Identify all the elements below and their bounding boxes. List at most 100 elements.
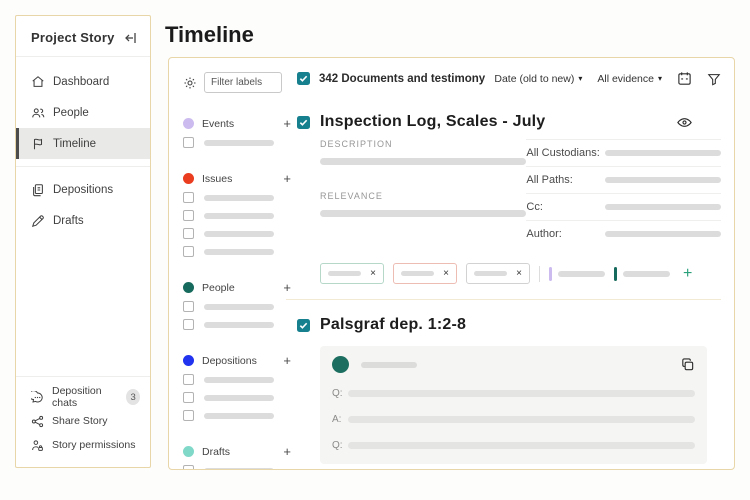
sidebar-item-deposition-chats[interactable]: Deposition chats 3: [16, 385, 150, 409]
label-checkbox[interactable]: [183, 228, 194, 239]
page-title: Timeline: [165, 22, 254, 47]
remove-tag-icon[interactable]: ×: [443, 267, 449, 279]
evidence-filter-dropdown[interactable]: All evidence ▾: [597, 72, 662, 85]
label-row: [183, 246, 295, 257]
evidence-toolbar: 342 Documents and testimony Date (old to…: [297, 71, 721, 86]
qa-line: A:: [332, 414, 695, 425]
qa-line: Q:: [332, 388, 695, 399]
label-checkbox[interactable]: [183, 410, 194, 421]
sort-dropdown[interactable]: Date (old to new) ▾: [494, 72, 583, 85]
sidebar-item-drafts[interactable]: Drafts: [16, 205, 150, 236]
sidebar-item-dashboard[interactable]: Dashboard: [16, 66, 150, 97]
label-chip[interactable]: [549, 266, 605, 281]
add-tag-icon[interactable]: +: [683, 264, 693, 282]
description-section: DESCRIPTION RELEVANCE: [320, 139, 527, 247]
card-checkbox[interactable]: [297, 318, 310, 332]
label-checkbox[interactable]: [183, 301, 194, 312]
sidebar-item-depositions[interactable]: Depositions: [16, 174, 150, 205]
label-checkbox[interactable]: [183, 465, 194, 469]
timeline-panel: Events + Issues + People +: [168, 57, 735, 470]
card-divider: [286, 299, 721, 300]
relevance-label: RELEVANCE: [320, 191, 383, 201]
add-label-icon[interactable]: +: [283, 280, 291, 295]
label-group-name: Drafts: [202, 445, 231, 458]
remove-tag-icon[interactable]: ×: [516, 267, 522, 279]
add-label-icon[interactable]: +: [283, 444, 291, 459]
field-row-author: Author:: [526, 220, 721, 247]
sidebar-item-label: Drafts: [53, 214, 84, 227]
label-row: [183, 210, 295, 221]
label-skeleton: [204, 139, 274, 146]
label-row: [183, 192, 295, 203]
label-group-people: People +: [183, 281, 295, 330]
label-checkbox[interactable]: [183, 137, 194, 148]
card-title: Palsgraf dep. 1:2-8: [320, 316, 467, 333]
chat-count-badge: 3: [126, 389, 140, 405]
sidebar-nav: Dashboard People Timeline: [16, 57, 150, 236]
tags-row: × × × +: [320, 263, 721, 284]
label-checkbox[interactable]: [183, 319, 194, 330]
field-row-paths: All Paths:: [526, 166, 721, 193]
filter-labels-input[interactable]: [204, 72, 282, 93]
sidebar-item-label: Dashboard: [53, 75, 110, 88]
metadata-fields: All Custodians: All Paths: Cc: Author:: [526, 139, 721, 247]
tag-pill[interactable]: ×: [393, 263, 457, 284]
people-color-dot: [183, 282, 194, 293]
deposition-excerpt-panel: Q: A: Q:: [320, 346, 707, 464]
label-skeleton: [558, 270, 605, 277]
add-label-icon[interactable]: +: [283, 116, 291, 131]
preview-eye-icon[interactable]: [676, 114, 693, 131]
label-skeleton: [623, 270, 670, 277]
caret-down-icon: ▾: [657, 74, 662, 83]
remove-tag-icon[interactable]: ×: [370, 267, 376, 279]
label-group-name: Depositions: [202, 354, 257, 367]
qa-skeleton: [348, 390, 695, 397]
label-skeleton: [204, 321, 274, 328]
copy-icon[interactable]: [680, 357, 695, 372]
gear-icon[interactable]: [183, 76, 197, 90]
label-group-events: Events +: [183, 117, 295, 148]
label-row: [183, 137, 295, 148]
label-checkbox[interactable]: [183, 246, 194, 257]
deponent-avatar: [332, 356, 349, 373]
field-skeleton: [605, 204, 721, 210]
qa-skeleton: [348, 442, 695, 449]
people-label-bar: [614, 266, 617, 281]
collapse-sidebar-icon[interactable]: [125, 31, 139, 45]
sidebar-item-label: Deposition chats: [52, 385, 102, 409]
card-title: Inspection Log, Scales - July: [320, 113, 546, 130]
sidebar-item-timeline[interactable]: Timeline: [16, 128, 150, 159]
tag-skeleton: [328, 271, 361, 276]
tag-pill[interactable]: ×: [466, 263, 530, 284]
label-chip[interactable]: [614, 266, 670, 281]
label-skeleton: [204, 467, 274, 469]
sidebar-item-share-story[interactable]: Share Story: [16, 409, 150, 433]
label-group-drafts: Drafts +: [183, 444, 295, 469]
label-checkbox[interactable]: [183, 374, 194, 385]
label-checkbox[interactable]: [183, 210, 194, 221]
person-lock-icon: [31, 439, 44, 452]
qa-line: Q:: [332, 440, 695, 451]
sidebar-item-label: Share Story: [52, 415, 108, 427]
tag-pill[interactable]: ×: [320, 263, 384, 284]
project-title: Project Story: [31, 30, 115, 45]
sidebar-item-label: People: [53, 106, 89, 119]
calendar-icon[interactable]: [677, 71, 692, 86]
add-label-icon[interactable]: +: [283, 353, 291, 368]
label-checkbox[interactable]: [183, 392, 194, 403]
tag-skeleton: [401, 271, 434, 276]
card-checkbox[interactable]: [297, 115, 310, 129]
sidebar-item-people[interactable]: People: [16, 97, 150, 128]
label-group-name: Events: [202, 117, 235, 130]
field-skeleton: [605, 150, 721, 156]
add-label-icon[interactable]: +: [283, 171, 291, 186]
drafts-color-dot: [183, 446, 194, 457]
document-count-label: 342 Documents and testimony: [319, 72, 486, 85]
sidebar-item-label: Timeline: [53, 137, 97, 150]
select-all-checkbox[interactable]: [297, 72, 310, 85]
field-skeleton: [605, 177, 721, 183]
label-checkbox[interactable]: [183, 192, 194, 203]
sidebar-item-label: Story permissions: [52, 439, 136, 451]
sidebar-item-story-permissions[interactable]: Story permissions: [16, 433, 150, 457]
filter-funnel-icon[interactable]: [707, 72, 721, 86]
